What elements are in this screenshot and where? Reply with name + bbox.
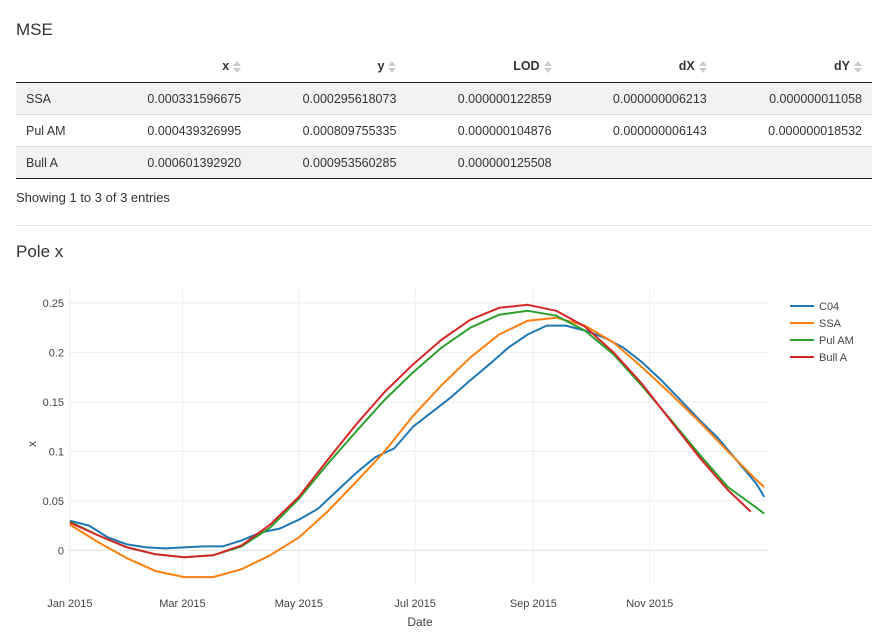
sort-icon [698,60,707,73]
legend-label: Pul AM [819,335,854,347]
series-line-pul-am[interactable] [69,309,765,559]
chart-grid [68,288,768,585]
table-info: Showing 1 to 3 of 3 entries [16,190,170,205]
column-header-x[interactable]: x [96,50,252,83]
column-header-lod[interactable]: LOD [406,50,562,83]
table-row: SSA 0.000331596675 0.000295618073 0.0000… [16,82,872,115]
table-cell: 0.000601392920 [96,146,252,179]
series-line-ssa[interactable] [69,316,765,579]
series-line-c04[interactable] [69,324,766,550]
table-cell [716,146,872,179]
y-tick-label: 0 [58,545,64,557]
table-cell: 0.000000104876 [406,114,562,147]
table-cell: 0.000000122859 [406,82,562,115]
table-cell: Pul AM [16,114,97,147]
legend-label: Bull A [819,352,848,364]
table-header-row: x y LOD dX dY [16,50,872,83]
table-cell: 0.000000125508 [406,146,562,179]
mse-table: x y LOD dX dY SSA 0.000331596675 0.00029… [16,50,872,179]
x-tick-label: Sep 2015 [510,598,557,610]
sort-icon [233,60,242,73]
x-tick-label: Jan 2015 [47,598,92,610]
y-tick-label: 0.2 [49,347,64,359]
table-cell: 0.000000006213 [561,82,717,115]
y-axis-ticks: 0 0.05 0.1 0.15 0.2 0.25 [43,298,64,557]
table-cell: 0.000000006143 [561,114,717,147]
table-row: Bull A 0.000601392920 0.000953560285 0.0… [16,146,872,179]
x-tick-label: Nov 2015 [626,598,673,610]
series-line-bull-a[interactable] [69,303,752,559]
x-tick-label: Mar 2015 [159,598,205,610]
legend-label: SSA [819,318,842,330]
y-tick-label: 0.15 [43,397,64,409]
y-tick-label: 0.05 [43,496,64,508]
column-header-dy[interactable]: dY [716,50,872,83]
chart-legend[interactable]: C04 SSA Pul AM Bull A [790,301,854,364]
table-cell: 0.000000018532 [716,114,872,147]
x-tick-label: Jul 2015 [394,598,436,610]
table-cell: SSA [16,82,97,115]
legend-item[interactable]: Bull A [790,352,848,364]
y-tick-label: 0.25 [43,298,64,310]
x-axis-ticks: Jan 2015 Mar 2015 May 2015 Jul 2015 Sep 2015… [47,598,673,610]
column-header-y[interactable]: y [251,50,407,83]
y-tick-label: 0.1 [49,446,64,458]
table-cell: 0.000439326995 [96,114,252,147]
section-divider [16,225,872,226]
sort-icon [388,60,397,73]
mse-title: MSE [16,20,53,39]
legend-item[interactable]: Pul AM [790,335,854,347]
chart-title: Pole x [16,242,64,261]
table-cell: 0.000809755335 [251,114,407,147]
sort-icon [543,60,552,73]
chart-series [69,303,766,579]
table-cell: 0.000953560285 [251,146,407,179]
table-cell [561,146,717,179]
sort-icon [854,60,862,73]
x-tick-label: May 2015 [275,598,323,610]
table-cell: 0.000295618073 [251,82,407,115]
column-header-dx[interactable]: dX [561,50,717,83]
table-row: Pul AM 0.000439326995 0.000809755335 0.0… [16,114,872,147]
pole-x-chart[interactable]: 0 0.05 0.1 0.15 0.2 0.25 Jan 2015 Mar 2015 May … [0,280,884,630]
x-axis-label: Date [407,615,433,629]
column-header-rowname [16,50,97,83]
legend-item[interactable]: C04 [790,301,839,313]
legend-item[interactable]: SSA [790,318,842,330]
table-cell: 0.000000011058 [716,82,872,115]
table-cell: Bull A [16,146,97,179]
y-axis-label: x [25,441,39,447]
table-cell: 0.000331596675 [96,82,252,115]
legend-label: C04 [819,301,839,313]
